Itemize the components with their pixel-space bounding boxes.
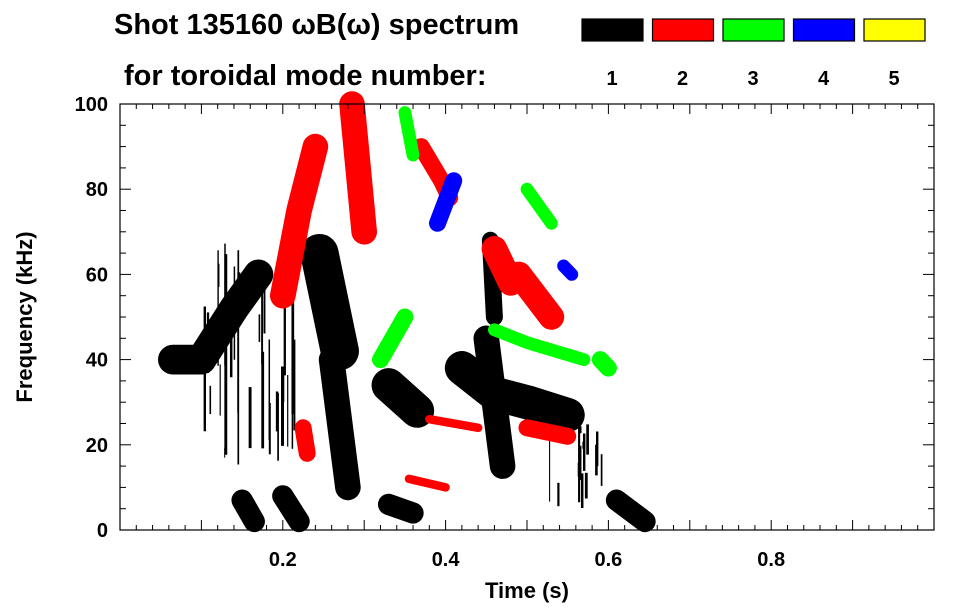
x-tick-label: 0.2 — [269, 549, 297, 571]
x-tick-label: 0.6 — [594, 549, 622, 571]
mode-3-band-25 — [591, 351, 617, 377]
x-axis-label: Time (s) — [485, 578, 569, 603]
mode-2-band-19 — [518, 419, 577, 445]
legend-swatch-5 — [863, 18, 926, 42]
mode-3-band-26 — [398, 106, 420, 162]
mode-1-band-4 — [444, 351, 585, 433]
legend-label-3: 3 — [747, 68, 758, 90]
mode-1-band-1 — [300, 233, 359, 371]
y-tick-label: 60 — [86, 264, 108, 286]
mode-3-band-22 — [372, 308, 414, 369]
x-tick-label: 0.8 — [757, 549, 785, 571]
mode-2-band-17 — [506, 261, 565, 330]
mode-1-band-9 — [231, 489, 265, 533]
mode-2-band-13 — [269, 133, 329, 309]
y-axis: 0 20 40 60 80 100 — [75, 94, 934, 542]
mode-1-band-0 — [157, 259, 274, 375]
mode-3-band-24 — [520, 182, 558, 230]
spectrogram-content — [157, 91, 656, 533]
mode-1-band-8 — [605, 489, 656, 533]
legend-label-5: 5 — [888, 68, 899, 90]
mode-3-band-23 — [487, 323, 591, 367]
mode-4-band-27 — [429, 172, 463, 232]
y-tick-label: 40 — [86, 350, 108, 372]
y-tick-label: 100 — [75, 94, 108, 116]
legend-label-4: 4 — [818, 68, 830, 90]
legend-swatch-4 — [792, 18, 856, 42]
mode-1-band-7 — [377, 493, 424, 524]
mode-1-band-5 — [473, 325, 516, 479]
mode-1-streaks-12 — [549, 424, 603, 508]
legend: 1 2 3 4 5 — [581, 18, 926, 90]
x-tick-label: 0.4 — [432, 549, 461, 571]
mode-4-band-28 — [557, 259, 579, 281]
mode-2-band-14 — [339, 91, 378, 245]
y-tick-label: 0 — [97, 520, 108, 542]
x-axis: 0.2 0.4 0.6 0.8 — [135, 104, 919, 571]
legend-label-1: 1 — [606, 68, 617, 90]
legend-swatch-3 — [722, 18, 785, 42]
mode-1-streaks-11 — [203, 243, 335, 465]
y-tick-label: 20 — [86, 435, 108, 457]
y-axis-label: Frequency (kHz) — [12, 231, 37, 402]
y-tick-label: 80 — [86, 179, 108, 201]
legend-swatch-1 — [581, 18, 644, 42]
mode-1-band-10 — [272, 485, 310, 533]
chart-title-line1: Shot 135160 ωB(ω) spectrum — [114, 9, 519, 41]
mode-1-band-3 — [371, 368, 435, 428]
legend-label-2: 2 — [677, 68, 688, 90]
chart-title-line2: for toroidal mode number: — [124, 60, 487, 92]
legend-swatch-2 — [651, 18, 715, 42]
mode-2-band-20 — [404, 474, 450, 492]
mode-2-band-21 — [294, 419, 316, 462]
mode-2-band-18 — [425, 414, 483, 433]
